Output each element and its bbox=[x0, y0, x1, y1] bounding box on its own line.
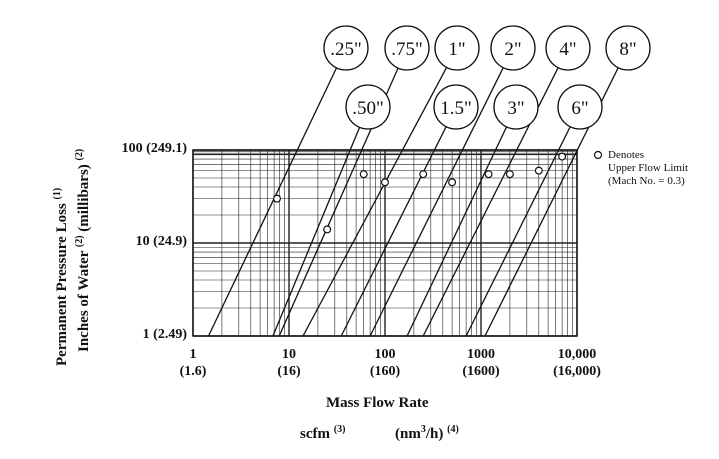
size-bubble bbox=[433, 84, 479, 130]
x-tick-value: 10 bbox=[282, 347, 296, 362]
series-line bbox=[369, 67, 504, 337]
series-line bbox=[406, 126, 508, 337]
size-bubble bbox=[545, 25, 591, 71]
size-bubble bbox=[434, 25, 480, 71]
size-bubble bbox=[493, 84, 539, 130]
chart-grid bbox=[192, 149, 578, 337]
x-tick-metric: (1.6) bbox=[179, 364, 207, 379]
legend: Denotes Upper Flow Limit (Mach No. = 0.3… bbox=[608, 149, 718, 188]
size-bubble bbox=[557, 84, 603, 130]
legend-line-2: Upper Flow Limit bbox=[608, 162, 689, 174]
x-axis-label: Mass Flow Rate bbox=[326, 395, 429, 411]
upper-flow-limit-marker bbox=[381, 178, 390, 187]
size-bubble bbox=[490, 25, 536, 71]
upper-flow-limit-marker bbox=[558, 152, 567, 161]
size-bubble-label: .50" bbox=[352, 98, 384, 119]
x-tick-metric: (16) bbox=[277, 364, 301, 379]
size-bubble-label: 8" bbox=[619, 39, 636, 60]
upper-flow-limit-marker bbox=[505, 170, 514, 179]
legend-line-1: Denotes bbox=[608, 149, 645, 161]
y-tick-label: 100 (249.1) bbox=[121, 141, 187, 156]
x-tick-label: 10,000 (16,000) bbox=[537, 346, 617, 380]
upper-flow-limit-marker bbox=[419, 170, 428, 179]
upper-flow-limit-marker bbox=[484, 170, 493, 179]
size-bubble-label: 1.5" bbox=[440, 98, 472, 119]
upper-flow-limit-marker bbox=[359, 170, 368, 179]
x-tick-metric: (160) bbox=[369, 364, 401, 379]
size-bubble-label: 4" bbox=[559, 39, 576, 60]
x-tick-value: 1 bbox=[189, 347, 197, 362]
size-bubble bbox=[384, 25, 430, 71]
size-bubble bbox=[345, 84, 391, 130]
series-line bbox=[340, 126, 447, 337]
x-units-nm3h: (nm3/h) (4) bbox=[395, 424, 459, 442]
x-units-scfm: scfm (3) bbox=[300, 424, 346, 442]
x-tick-label: 1 (1.6) bbox=[153, 346, 233, 380]
size-bubble-label: 1" bbox=[448, 39, 465, 60]
upper-flow-limit-marker bbox=[273, 194, 282, 203]
size-bubble bbox=[605, 25, 651, 71]
size-bubble-label: 3" bbox=[507, 98, 524, 119]
series-line bbox=[272, 127, 361, 337]
y-tick-label: 1 (2.49) bbox=[142, 327, 187, 342]
upper-flow-limit-marker bbox=[448, 178, 457, 187]
y-axis-label-line-2: Inches of Water (2) (millibars) (2) bbox=[74, 148, 92, 352]
x-tick-value: 1000 bbox=[467, 347, 495, 362]
x-tick-label: 1000 (1600) bbox=[441, 346, 521, 380]
series-line bbox=[207, 67, 338, 337]
size-bubbles: .25" .50" .75" 1" 1.5" 2" 3" 4" 6" 8" bbox=[323, 25, 651, 130]
y-tick-label: 10 (24.9) bbox=[135, 234, 187, 249]
y-axis-label-line-1: Permanent Pressure Loss (1) bbox=[52, 187, 70, 366]
upper-flow-limit-marker bbox=[323, 225, 332, 234]
series-line bbox=[465, 126, 571, 337]
x-tick-metric: (16,000) bbox=[553, 364, 601, 379]
size-bubble bbox=[323, 25, 369, 71]
size-bubble-label: 2" bbox=[504, 39, 521, 60]
x-tick-value: 10,000 bbox=[557, 347, 597, 362]
legend-marker-icon bbox=[593, 150, 603, 160]
x-tick-label: 10 (16) bbox=[249, 346, 329, 380]
size-bubble-label: .75" bbox=[391, 39, 423, 60]
upper-flow-limit-marker bbox=[534, 166, 543, 175]
size-bubble-label: 6" bbox=[571, 98, 588, 119]
limit-markers bbox=[273, 152, 567, 234]
series-line bbox=[302, 67, 448, 337]
legend-line-3: (Mach No. = 0.3) bbox=[608, 175, 685, 187]
x-tick-label: 100 (160) bbox=[345, 346, 425, 380]
size-bubble-label: .25" bbox=[330, 39, 362, 60]
series-lines bbox=[207, 67, 619, 337]
x-tick-metric: (1600) bbox=[462, 364, 500, 379]
x-tick-value: 100 bbox=[374, 347, 396, 362]
plot-frame bbox=[192, 149, 578, 337]
